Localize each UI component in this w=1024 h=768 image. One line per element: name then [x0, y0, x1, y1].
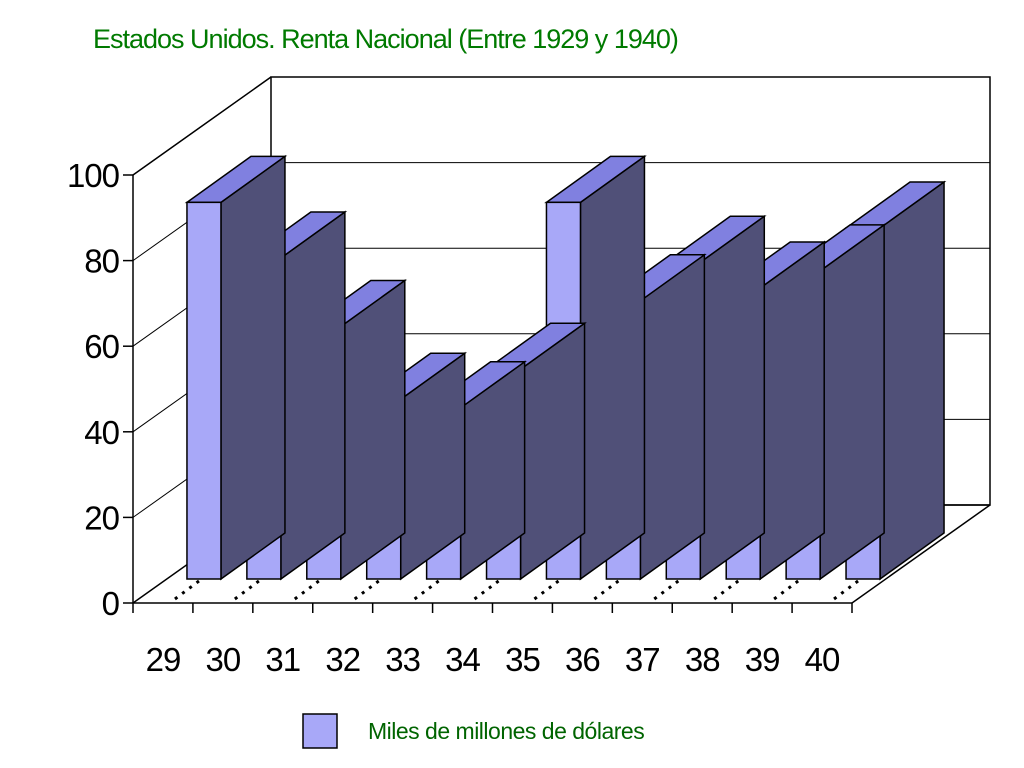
floor-dots	[593, 579, 620, 601]
floor-dots	[773, 579, 800, 601]
floor-dots	[653, 579, 680, 601]
floor-dots	[473, 579, 500, 601]
y-tick-label: 100	[67, 157, 120, 194]
bar-side	[759, 240, 825, 581]
bar-side	[579, 154, 646, 581]
x-tick-label: 31	[265, 641, 300, 678]
floor-dots	[833, 579, 859, 601]
floor-right-edge	[851, 504, 991, 604]
floor-dots	[293, 579, 320, 601]
legend: Miles de millones de dólares	[302, 713, 645, 749]
y-tick-label: 60	[84, 328, 119, 365]
bar-side	[879, 180, 945, 581]
y-axis: 0 20 40 60 80 100	[67, 157, 134, 622]
x-axis: 29 30 31 32 33 34 35 36 37 38 39 40	[132, 603, 853, 678]
bars	[184, 154, 947, 581]
y-tick-label: 0	[102, 585, 120, 622]
bar-side	[340, 279, 406, 581]
floor-dots	[233, 579, 260, 601]
x-tick-label: 39	[745, 641, 780, 678]
floor-dots	[713, 579, 740, 601]
chart-title: Estados Unidos. Renta Nacional (Entre 19…	[93, 24, 678, 54]
x-tick-label: 34	[445, 641, 480, 678]
legend-label: Miles de millones de dólares	[368, 718, 644, 744]
bar-side	[280, 210, 346, 581]
floor-dots	[413, 579, 440, 601]
x-tick-label: 30	[206, 641, 241, 678]
x-tick-label: 37	[625, 641, 660, 678]
floor-dots	[174, 579, 200, 601]
bar	[184, 154, 288, 581]
x-tick-label: 38	[685, 641, 720, 678]
floor-dots	[533, 579, 560, 601]
y-tick-label: 20	[84, 499, 119, 536]
x-tick-label: 40	[805, 641, 840, 678]
floor-dots	[353, 579, 380, 601]
bar-side	[819, 223, 885, 581]
y-tick-label: 40	[84, 414, 119, 451]
bar-side	[699, 214, 766, 581]
x-tick-label: 29	[146, 641, 181, 678]
bar-side	[220, 154, 286, 581]
x-tick-label: 32	[325, 641, 360, 678]
y-tick-label: 80	[84, 243, 119, 280]
gridline-left-wall	[132, 76, 272, 176]
x-tick-label: 36	[565, 641, 600, 678]
bar-front	[186, 201, 222, 580]
x-tick-label: 33	[385, 641, 420, 678]
x-tick-label: 35	[505, 641, 540, 678]
bar-side	[639, 253, 706, 581]
legend-swatch	[302, 713, 338, 749]
